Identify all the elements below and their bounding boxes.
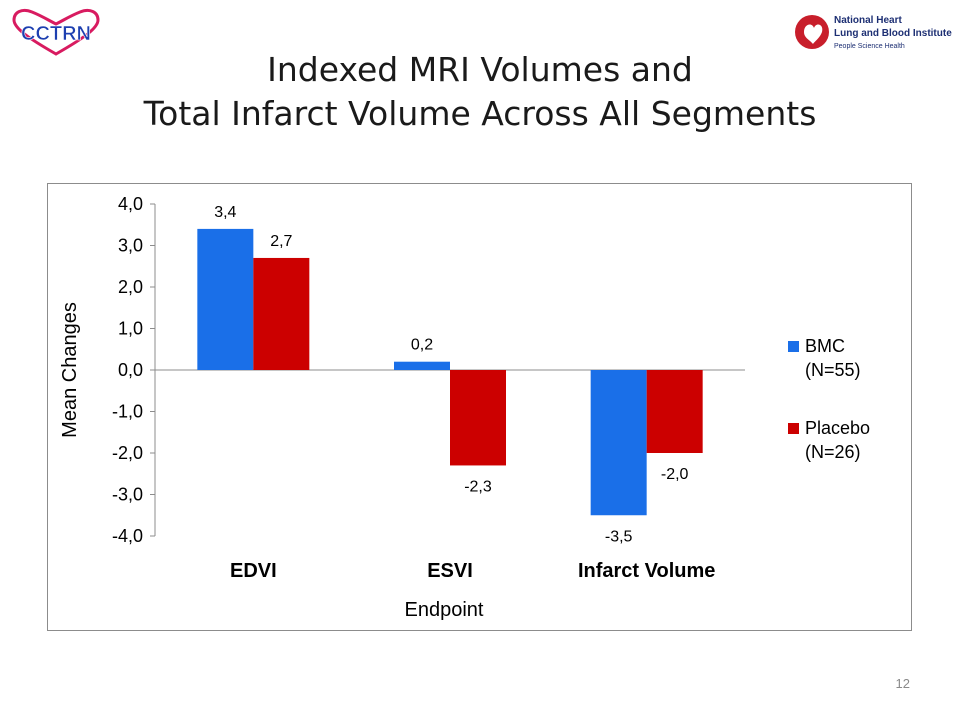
legend-swatch (788, 341, 799, 352)
legend-swatch (788, 423, 799, 434)
y-axis-title: Mean Changes (59, 302, 81, 438)
y-tick-label: 1,0 (118, 319, 143, 339)
slide-title: Indexed MRI Volumes and Total Infarct Vo… (0, 48, 960, 136)
y-tick-label: -4,0 (112, 526, 143, 546)
y-tick-label: 2,0 (118, 277, 143, 297)
y-tick-label: -1,0 (112, 402, 143, 422)
bar-data-label: -2,0 (661, 466, 689, 483)
bar (253, 257, 310, 370)
y-tick-label: 0,0 (118, 360, 143, 380)
nhlbi-line-3: People Science Health (834, 43, 905, 50)
nhlbi-line-1: National Heart (834, 15, 902, 26)
chart-frame: 4,0 3,0 2,0 1,0 0,0 -1,0 -2,0 -3,0 -4,0 3,4 2,7 EDV… (47, 183, 912, 631)
legend-label: BMC (805, 336, 845, 356)
bar-chart: 4,0 3,0 2,0 1,0 0,0 -1,0 -2,0 -3,0 -4,0 3,4 2,7 EDV… (59, 194, 870, 621)
y-tick-label: -3,0 (112, 485, 143, 505)
bar-data-label: -2,3 (464, 478, 492, 495)
slide-title-line-2: Total Infarct Volume Across All Segments (143, 94, 817, 133)
bar (590, 370, 647, 516)
y-tick-label: -2,0 (112, 443, 143, 463)
x-category-label: Infarct Volume (578, 560, 715, 582)
bar-data-label: -3,5 (605, 528, 633, 545)
y-tick-label: 4,0 (118, 194, 143, 214)
cctrn-logo: CCTRN (12, 8, 100, 56)
bar (646, 370, 703, 453)
bar-data-label: 3,4 (214, 204, 236, 221)
x-category-label: ESVI (427, 560, 473, 582)
bar (450, 370, 506, 466)
bar-data-label: 0,2 (411, 337, 433, 354)
y-tick-label: 3,0 (118, 236, 143, 256)
legend-label: Placebo (805, 418, 870, 438)
page-number: 12 (895, 676, 910, 691)
cctrn-logo-text: CCTRN (21, 23, 91, 45)
slide-title-line-1: Indexed MRI Volumes and (267, 50, 693, 89)
x-category-label: EDVI (230, 560, 277, 582)
nhlbi-line-2: Lung and Blood Institute (834, 28, 952, 39)
legend-label: (N=55) (805, 360, 861, 380)
bar-data-label: 2,7 (270, 233, 292, 250)
x-axis-title: Endpoint (405, 599, 484, 621)
bar (197, 228, 254, 370)
bar (394, 361, 450, 370)
legend-label: (N=26) (805, 442, 861, 462)
nhlbi-logo: National Heart Lung and Blood Institute … (795, 15, 952, 50)
